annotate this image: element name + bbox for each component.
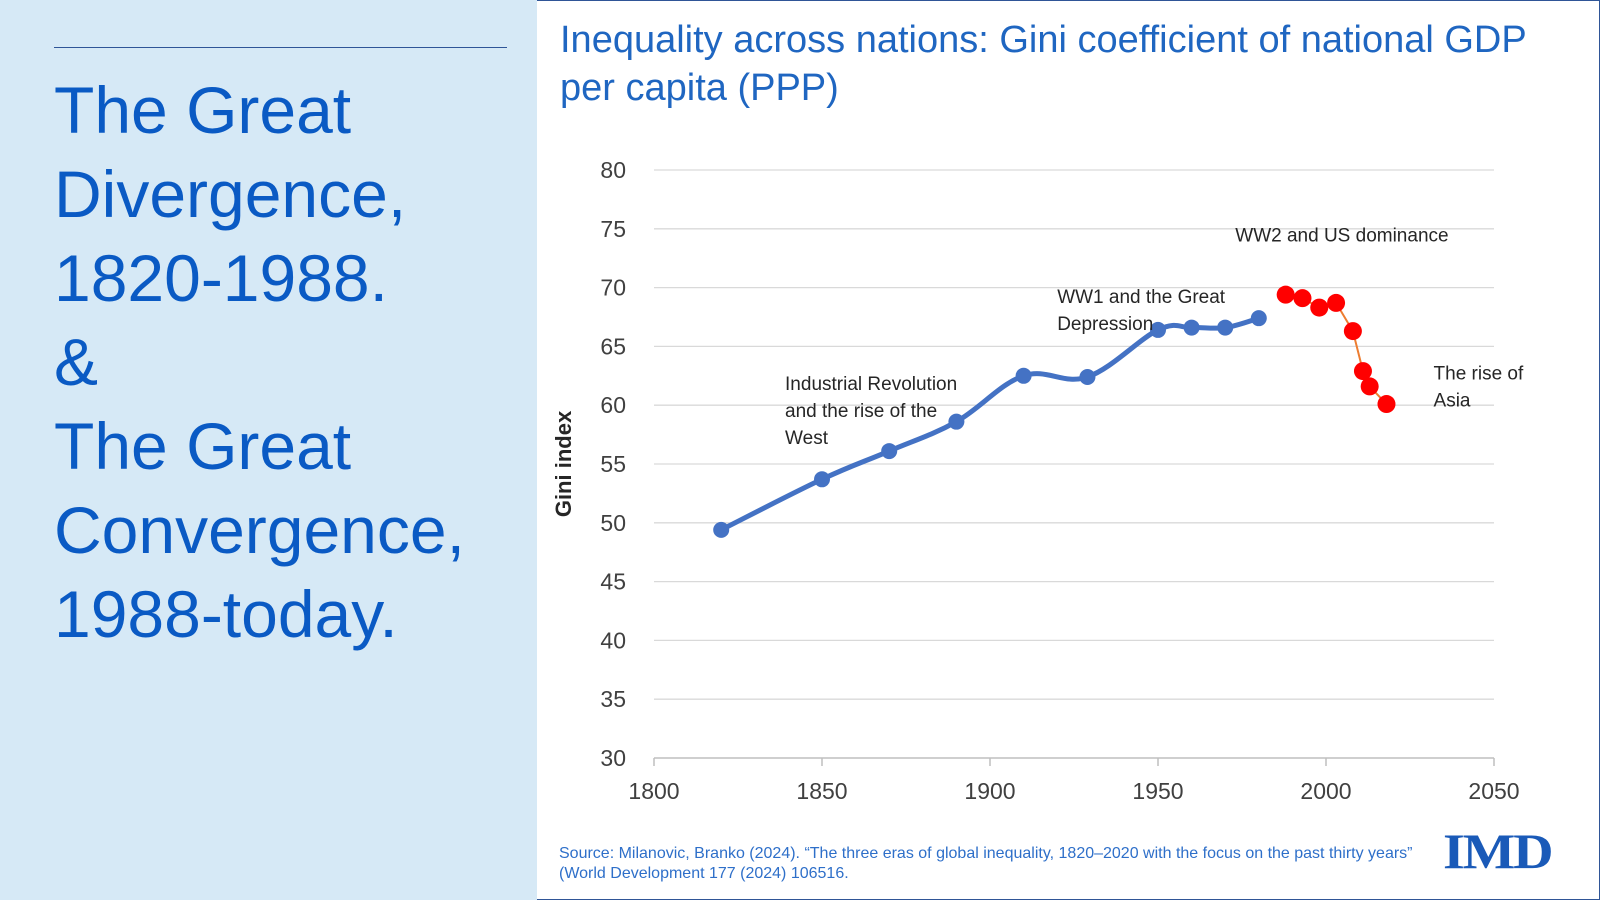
y-tick-label: 45 [600,569,626,595]
y-tick-label: 60 [600,392,626,418]
headline-line: The Great [54,409,352,483]
divergence-point [881,443,898,460]
left-panel: The Great Divergence, 1820-1988. & The G… [0,0,537,900]
gini-chart: 30 35 40 45 50 55 60 65 70 75 80 1800 1850 1900 1950 20… [551,157,1524,804]
x-tick-label: 2050 [1468,778,1519,804]
imd-logo: IMD [1443,823,1554,879]
y-tick-label: 70 [600,275,626,301]
y-tick-label: 30 [600,745,626,771]
divergence-point [948,413,965,430]
source-citation: Source: Milanovic, Branko (2024). “The t… [559,845,1413,882]
annotation-label: Asia [1434,390,1471,411]
convergence-point [1276,285,1295,304]
y-tick-label: 65 [600,333,626,359]
annotation-label: and the rise of the [785,401,937,422]
convergence-point [1377,395,1396,414]
headline-line: Convergence, [54,493,465,567]
annotation-label: WW2 and US dominance [1235,226,1448,247]
y-tick-label: 35 [600,686,626,712]
convergence-point [1310,298,1329,317]
headline-line: & [54,325,99,399]
x-tick-label: 1850 [796,778,847,804]
x-tick-label: 2000 [1300,778,1351,804]
headline-line: 1988-today. [54,577,398,651]
x-tick-label: 1800 [628,778,679,804]
convergence-point [1343,322,1362,341]
annotation-label: The rise of [1434,363,1524,384]
divergence-point [1015,367,1032,384]
annotation-label: WW1 and the Great [1057,287,1226,308]
divergence-point [1079,368,1096,385]
headline-line: Divergence, [54,157,407,231]
convergence-point [1353,362,1372,381]
divergence-point [713,521,730,538]
y-tick-label: 40 [600,627,626,653]
y-tick-label: 50 [600,510,626,536]
divergence-point [1183,319,1200,336]
divergence-point [814,471,830,488]
y-axis-label: Gini index [551,410,576,517]
divergence-point [1150,321,1166,338]
divergence-line [718,315,1262,533]
chart-title: Inequality across nations: Gini coeffici… [560,19,1527,109]
y-tick-label: 75 [600,216,626,242]
annotation-label: West [785,428,829,449]
x-tick-label: 1900 [964,778,1015,804]
divergence-point [1250,310,1267,327]
convergence-point [1293,289,1312,308]
annotation-label: Industrial Revolution [785,374,957,395]
headline-line: The Great [54,73,352,147]
convergence-point [1360,377,1379,396]
convergence-point [1327,293,1346,312]
headline-line: 1820-1988. [54,241,388,315]
annotation-label: Depression [1057,314,1153,335]
y-tick-label: 55 [600,451,626,477]
headline: The Great Divergence, 1820-1988. & The G… [54,68,524,656]
y-tick-label: 80 [600,157,626,183]
divider-line [54,47,507,48]
x-tick-label: 1950 [1132,778,1183,804]
divergence-point [1217,319,1234,336]
